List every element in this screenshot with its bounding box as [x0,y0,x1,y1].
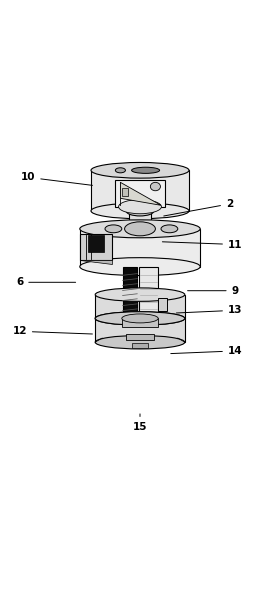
Bar [139,267,158,319]
Bar [122,319,158,327]
Ellipse shape [119,200,161,214]
Bar [126,334,154,340]
Ellipse shape [132,167,160,173]
Ellipse shape [126,206,154,216]
Bar [132,343,148,349]
Text: 10: 10 [21,172,92,185]
Bar [158,298,167,311]
Ellipse shape [80,258,200,276]
Ellipse shape [91,162,189,178]
Ellipse shape [125,222,155,233]
Polygon shape [91,170,189,211]
Text: 13: 13 [176,305,242,316]
Bar [122,188,128,196]
Ellipse shape [115,168,125,173]
Text: 14: 14 [171,346,242,356]
Polygon shape [120,182,161,206]
Polygon shape [129,211,151,228]
Ellipse shape [91,203,189,219]
Polygon shape [80,260,112,264]
Ellipse shape [95,312,185,325]
Polygon shape [80,229,200,267]
Polygon shape [95,294,185,319]
Ellipse shape [150,182,160,191]
Bar [123,267,137,319]
Text: 11: 11 [162,240,242,249]
Bar [80,234,112,260]
Ellipse shape [122,314,158,323]
Ellipse shape [95,312,185,325]
Text: 6: 6 [16,277,76,287]
Ellipse shape [95,335,185,349]
Ellipse shape [105,225,122,233]
Bar [115,180,165,207]
Text: 2: 2 [164,199,233,216]
Polygon shape [95,319,185,342]
Ellipse shape [125,222,155,236]
Text: 12: 12 [12,326,92,337]
Ellipse shape [95,288,185,301]
Bar [88,235,104,252]
Ellipse shape [80,220,200,238]
Text: 9: 9 [188,285,239,296]
Text: 15: 15 [133,414,147,432]
Ellipse shape [161,225,178,233]
